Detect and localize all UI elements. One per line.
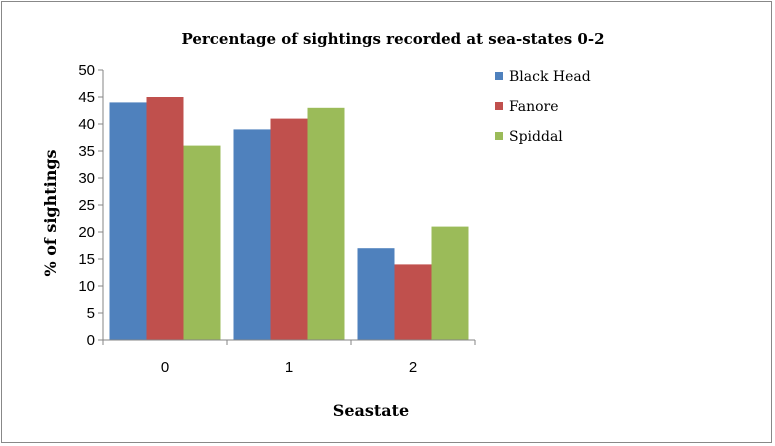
y-tick-label: 35 bbox=[78, 143, 95, 160]
bar bbox=[146, 97, 184, 340]
x-axis-title: Seastate bbox=[333, 401, 409, 420]
y-tick-label: 25 bbox=[78, 197, 95, 214]
y-tick-label: 15 bbox=[78, 251, 95, 268]
bars-group bbox=[109, 97, 469, 341]
y-tick-label: 40 bbox=[78, 116, 95, 133]
x-tick-label: 0 bbox=[161, 359, 169, 376]
x-tick-label: 2 bbox=[409, 359, 417, 376]
legend-label: Black Head bbox=[509, 69, 591, 85]
legend-swatch bbox=[495, 132, 503, 140]
bar bbox=[307, 107, 345, 340]
y-tick-label: 10 bbox=[78, 278, 95, 295]
bar bbox=[394, 264, 432, 340]
bar bbox=[270, 118, 308, 340]
bar bbox=[109, 102, 147, 341]
bar bbox=[431, 226, 469, 340]
chart-title: Percentage of sightings recorded at sea-… bbox=[181, 30, 604, 48]
x-tick-label: 1 bbox=[285, 359, 293, 376]
legend: Black Head Fanore Spiddal bbox=[495, 69, 591, 145]
x-axis: 0 1 2 bbox=[102, 340, 476, 376]
legend-swatch bbox=[495, 102, 503, 110]
bar bbox=[357, 248, 395, 340]
y-tick-label: 20 bbox=[78, 224, 95, 241]
y-axis: 0 5 10 15 20 25 30 35 40 45 50 bbox=[78, 62, 103, 349]
legend-label: Spiddal bbox=[509, 129, 563, 145]
bar bbox=[233, 129, 271, 340]
y-tick-label: 5 bbox=[87, 305, 95, 322]
y-axis-title: % of sightings bbox=[41, 149, 60, 276]
y-tick-label: 0 bbox=[87, 332, 95, 349]
bar bbox=[183, 145, 221, 340]
y-tick-label: 30 bbox=[78, 170, 95, 187]
legend-label: Fanore bbox=[509, 99, 559, 115]
y-tick-label: 50 bbox=[78, 62, 95, 79]
y-tick-label: 45 bbox=[78, 89, 95, 106]
legend-swatch bbox=[495, 72, 503, 80]
